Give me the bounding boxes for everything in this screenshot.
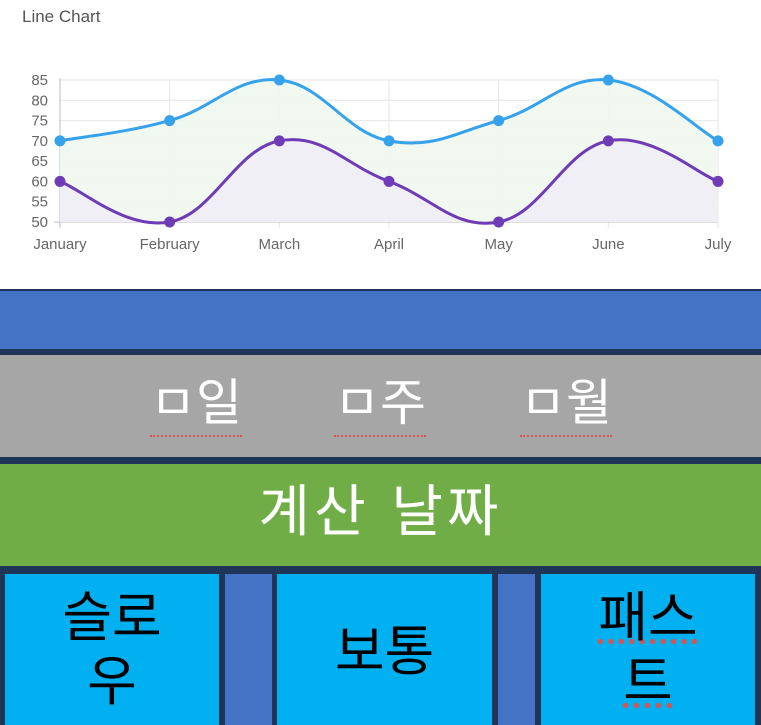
x-tick-label: February bbox=[140, 236, 201, 253]
y-tick-label: 65 bbox=[31, 153, 48, 170]
x-tick-label: May bbox=[484, 236, 513, 253]
y-tick-label: 60 bbox=[31, 173, 48, 190]
series-1-point bbox=[602, 135, 614, 147]
y-tick-label: 55 bbox=[31, 194, 48, 211]
speed-spacer-left bbox=[225, 574, 272, 725]
series-0-point bbox=[164, 115, 176, 127]
series-0-point bbox=[273, 74, 285, 86]
series-0-point bbox=[493, 115, 505, 127]
series-1-point bbox=[164, 216, 176, 228]
series-1-point bbox=[54, 175, 66, 187]
period-option-week[interactable]: ㅁ주 bbox=[334, 373, 426, 437]
series-0-point bbox=[383, 135, 395, 147]
x-tick-label: April bbox=[374, 236, 404, 253]
y-tick-label: 80 bbox=[31, 92, 48, 109]
y-tick-label: 85 bbox=[31, 72, 48, 89]
speed-fast-button[interactable]: 패스 트 bbox=[541, 574, 755, 725]
line-chart-panel: Line Chart 50 55 60 65 70 75 80 85 January Februa… bbox=[0, 0, 761, 289]
x-tick-label: July bbox=[705, 236, 732, 253]
calculate-date-label: 계산 날짜 bbox=[258, 480, 503, 545]
y-tick-label: 50 bbox=[31, 214, 48, 231]
series-1-point bbox=[493, 216, 505, 228]
series-1-point bbox=[712, 175, 724, 187]
header-bar bbox=[0, 291, 761, 349]
series-0-point bbox=[712, 135, 724, 147]
speed-normal-label: 보통 bbox=[334, 620, 435, 683]
period-option-month[interactable]: ㅁ월 bbox=[520, 373, 612, 437]
series-0-point bbox=[602, 74, 614, 86]
x-tick-label: March bbox=[258, 236, 300, 253]
speed-spacer-right bbox=[498, 574, 535, 725]
period-selector-bar bbox=[0, 355, 761, 457]
x-tick-label: January bbox=[33, 236, 87, 253]
speed-fast-label: 패스 트 bbox=[598, 586, 698, 713]
speed-slow-label: 슬로 우 bbox=[62, 586, 162, 713]
y-tick-label: 75 bbox=[31, 113, 48, 130]
speed-slow-button[interactable]: 슬로 우 bbox=[5, 574, 219, 725]
line-chart: 50 55 60 65 70 75 80 85 January February March Apri… bbox=[31, 72, 732, 253]
period-option-week-label: ㅁ주 bbox=[334, 373, 426, 437]
x-tick-label: June bbox=[592, 236, 625, 253]
calculate-date-button[interactable] bbox=[0, 464, 761, 566]
y-tick-label: 70 bbox=[31, 133, 48, 150]
series-1-point bbox=[273, 135, 285, 147]
chart-title: Line Chart bbox=[22, 7, 101, 26]
series-1-point bbox=[383, 175, 395, 187]
speed-normal-button[interactable]: 보통 bbox=[277, 574, 492, 725]
series-0-point bbox=[54, 135, 66, 147]
period-option-day[interactable]: ㅁ일 bbox=[150, 373, 242, 437]
period-option-month-label: ㅁ월 bbox=[520, 373, 612, 437]
period-option-day-label: ㅁ일 bbox=[150, 373, 242, 437]
